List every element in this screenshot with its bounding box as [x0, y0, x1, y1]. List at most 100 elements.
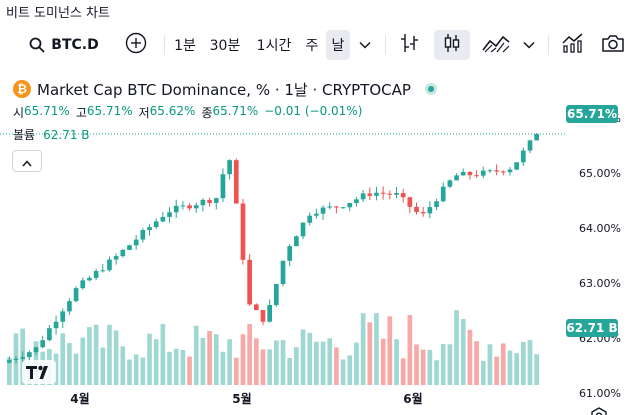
volume-bar	[334, 347, 339, 385]
bitcoin-icon: ₿	[13, 80, 31, 98]
camera-icon	[601, 33, 625, 57]
interval-1h-button[interactable]: 1시간	[250, 30, 298, 60]
chart-pane[interactable]: 66.00%65.00%64.00%63.00%62.00%61.00%4월5월…	[0, 68, 640, 415]
tradingview-logo[interactable]	[22, 360, 56, 384]
volume-bar	[280, 340, 286, 385]
candle-body	[67, 301, 72, 312]
interval-day-button[interactable]: 날	[326, 30, 350, 60]
candle-body	[334, 206, 339, 208]
interval-label: 날	[331, 38, 345, 54]
volume-bar	[267, 349, 272, 385]
candle-body	[193, 205, 199, 209]
collapse-legend-button[interactable]	[12, 150, 42, 172]
candle-body	[20, 357, 26, 359]
interval-30m-button[interactable]: 30분	[205, 30, 245, 60]
volume-bar	[120, 346, 126, 385]
candle-body	[180, 205, 186, 207]
candle-body	[380, 192, 386, 194]
y-axis-tick-label: 63.00%	[579, 277, 621, 290]
candle-body	[200, 199, 206, 206]
volume-bar	[260, 349, 266, 385]
indicators-icon	[562, 33, 584, 57]
candle-body	[394, 193, 399, 195]
candle-body	[400, 193, 406, 198]
candle-body	[507, 169, 513, 173]
low-value: 65.62%	[149, 104, 196, 118]
candle-body	[40, 340, 46, 348]
x-axis-tick-label: 6월	[403, 391, 422, 406]
candle-body	[434, 201, 439, 208]
low-label: 저	[138, 106, 150, 120]
volume-bar	[140, 357, 146, 385]
series-title[interactable]: Market Cap BTC Dominance, % · 1날 · CRYPT…	[37, 80, 411, 99]
interval-label: 1시간	[256, 38, 292, 54]
candle-body	[480, 170, 486, 176]
candle-body	[520, 150, 526, 163]
candle-body	[87, 277, 92, 281]
volume-value: 62.71 B	[43, 128, 90, 142]
x-axis-tick-label: 4월	[70, 391, 89, 406]
compare-symbol-button[interactable]	[123, 30, 149, 60]
gear-icon	[590, 407, 608, 415]
volume-bar	[400, 358, 406, 385]
volume-bar	[100, 347, 106, 385]
candles-style-button[interactable]	[434, 30, 470, 60]
candle-body	[374, 192, 379, 196]
volume-bar	[300, 329, 306, 385]
area-style-button[interactable]	[478, 30, 514, 60]
chart-type-dropdown-button[interactable]	[518, 30, 540, 60]
volume-bar	[67, 343, 72, 385]
snapshot-button[interactable]	[598, 30, 628, 60]
candle-body	[474, 175, 479, 177]
candle-body	[447, 180, 453, 187]
candle-body	[427, 207, 433, 214]
volume-bar	[520, 341, 526, 385]
volume-bar	[207, 330, 212, 385]
chevron-up-icon	[22, 152, 32, 171]
candle-body	[287, 246, 293, 261]
y-axis-tick-label: 65.00%	[579, 167, 621, 180]
volume-bar	[7, 357, 12, 385]
volume-bar	[153, 339, 159, 385]
interval-week-button[interactable]: 주	[301, 30, 323, 60]
candle-body	[60, 311, 66, 322]
volume-bar	[147, 333, 152, 385]
y-axis-tick-label: 61.00%	[579, 387, 621, 400]
interval-1m-button[interactable]: 1분	[171, 30, 199, 60]
volume-bar	[287, 357, 293, 385]
volume-bar	[60, 333, 66, 385]
price-chart[interactable]: 66.00%65.00%64.00%63.00%62.00%61.00%4월5월…	[0, 68, 640, 415]
candle-body	[247, 259, 252, 305]
bars-style-button[interactable]	[396, 30, 424, 60]
candle-body	[7, 360, 12, 363]
volume-bar	[240, 334, 246, 385]
chart-settings-button[interactable]	[588, 407, 610, 415]
interval-dropdown-button[interactable]	[353, 30, 377, 60]
bars-icon	[400, 32, 420, 58]
volume-bar	[227, 339, 232, 385]
last-volume-badge: 62.71 B	[566, 319, 618, 337]
close-label: 종	[201, 106, 213, 120]
candle-body	[534, 133, 539, 141]
volume-bar	[80, 337, 86, 385]
candle-body	[140, 230, 146, 240]
high-value: 65.71%	[86, 104, 133, 118]
volume-bar	[374, 313, 379, 385]
volume-bar	[113, 330, 119, 385]
volume-bar	[173, 348, 179, 385]
open-label: 시	[13, 106, 25, 120]
candle-body	[100, 270, 106, 272]
candle-body	[107, 259, 112, 271]
ohlc-values: 시 65.71% 고 65.71% 저 65.62% 종 65.71% −0.01 (−…	[13, 104, 368, 121]
candle-body	[213, 198, 219, 203]
candle-body	[440, 186, 446, 202]
volume-bar	[514, 353, 519, 385]
volume-bar	[380, 338, 386, 385]
symbol-search-button[interactable]: BTC.D	[14, 30, 114, 60]
volume-bar	[427, 349, 433, 385]
volume-bar	[93, 324, 99, 385]
volume-bar	[387, 316, 393, 385]
volume-bar	[407, 315, 413, 385]
indicators-button[interactable]	[558, 30, 588, 60]
volume-bar	[434, 360, 439, 385]
